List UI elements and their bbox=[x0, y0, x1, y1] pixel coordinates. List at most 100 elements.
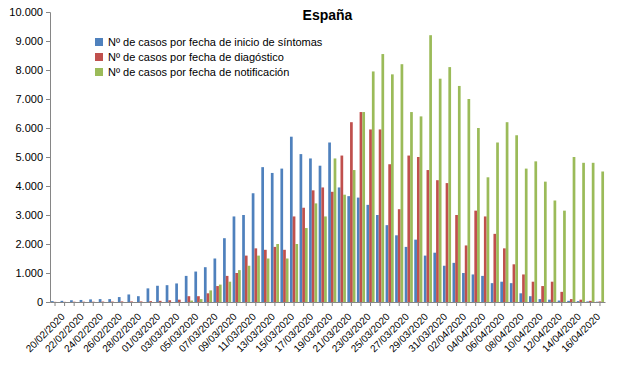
bar bbox=[127, 294, 130, 302]
bar bbox=[465, 245, 468, 302]
y-axis: 01.0002.0003.0004.0005.0006.0007.0008.00… bbox=[9, 6, 50, 308]
bar bbox=[194, 272, 197, 302]
tick-mark bbox=[46, 12, 50, 13]
tick-mark bbox=[46, 128, 50, 129]
bar bbox=[293, 216, 296, 302]
legend-swatch bbox=[95, 53, 103, 61]
tick-mark bbox=[217, 302, 218, 306]
bar bbox=[166, 285, 169, 302]
tick bbox=[274, 302, 275, 306]
bar bbox=[219, 285, 222, 302]
bar bbox=[376, 215, 379, 302]
bar bbox=[350, 122, 353, 302]
bar bbox=[238, 270, 241, 302]
tick-label: 6.000 bbox=[15, 122, 43, 134]
tick bbox=[255, 302, 256, 306]
tick-mark bbox=[284, 302, 285, 306]
legend-swatch bbox=[95, 38, 103, 46]
bar bbox=[63, 301, 66, 302]
tick bbox=[236, 302, 237, 306]
bar bbox=[257, 256, 260, 302]
bar bbox=[366, 205, 369, 302]
bar bbox=[592, 163, 595, 302]
tick bbox=[83, 302, 84, 306]
tick-mark bbox=[466, 302, 467, 306]
tick-mark bbox=[418, 302, 419, 306]
tick-label: 9.000 bbox=[15, 35, 43, 47]
tick-mark bbox=[150, 302, 151, 306]
bar bbox=[458, 86, 461, 302]
bar bbox=[529, 296, 532, 302]
tick-mark bbox=[46, 157, 50, 158]
tick bbox=[408, 302, 409, 306]
tick-mark bbox=[523, 302, 524, 306]
bar bbox=[427, 170, 430, 302]
bar bbox=[439, 79, 442, 302]
title: España bbox=[303, 7, 353, 23]
tick-mark bbox=[504, 302, 505, 306]
bar bbox=[309, 158, 312, 302]
tick bbox=[523, 302, 524, 306]
bar bbox=[548, 300, 551, 302]
tick-mark bbox=[313, 302, 314, 306]
tick bbox=[447, 302, 448, 306]
bar bbox=[420, 116, 423, 302]
bar bbox=[302, 208, 305, 302]
tick-mark bbox=[437, 302, 438, 306]
bar bbox=[577, 301, 580, 302]
bar bbox=[204, 267, 207, 302]
bar bbox=[539, 299, 542, 302]
tick: 9.000 bbox=[15, 35, 50, 47]
bar bbox=[89, 299, 92, 302]
bar bbox=[372, 71, 375, 302]
bar bbox=[369, 129, 372, 302]
bar bbox=[436, 180, 439, 302]
tick-label: 8.000 bbox=[15, 64, 43, 76]
bar bbox=[362, 112, 365, 302]
bar bbox=[286, 259, 289, 303]
axis-line bbox=[46, 13, 51, 303]
bar bbox=[334, 158, 337, 302]
bar bbox=[233, 216, 236, 302]
bar bbox=[506, 122, 509, 302]
tick-mark bbox=[179, 302, 180, 306]
tick-mark bbox=[380, 302, 381, 306]
bar bbox=[315, 203, 318, 302]
tick-mark bbox=[399, 302, 400, 306]
bar bbox=[448, 67, 451, 302]
bar bbox=[586, 301, 589, 302]
bar bbox=[149, 301, 152, 302]
bar bbox=[276, 244, 279, 302]
bar bbox=[280, 169, 283, 302]
bar bbox=[467, 99, 470, 302]
bar bbox=[283, 250, 286, 302]
bar bbox=[601, 172, 604, 303]
tick-mark bbox=[207, 302, 208, 306]
legend-label: Nº de casos por fecha de notificación bbox=[108, 66, 289, 78]
tick: 7.000 bbox=[15, 93, 50, 105]
tick bbox=[313, 302, 314, 306]
bar bbox=[261, 167, 264, 302]
bar bbox=[570, 299, 573, 302]
bar bbox=[551, 282, 554, 302]
tick: 10.000 bbox=[9, 6, 50, 18]
bar bbox=[328, 143, 331, 303]
tick-mark bbox=[542, 302, 543, 306]
tick-mark bbox=[456, 302, 457, 306]
bar bbox=[515, 135, 518, 302]
bar bbox=[61, 301, 64, 302]
tick bbox=[160, 302, 161, 306]
tick-mark bbox=[46, 215, 50, 216]
tick-mark bbox=[561, 302, 562, 306]
tick-mark bbox=[513, 302, 514, 306]
tick-mark bbox=[169, 302, 170, 306]
axis-line bbox=[51, 302, 606, 303]
bar bbox=[92, 301, 95, 302]
tick-label: 16/04/2020 bbox=[559, 311, 602, 354]
tick-mark bbox=[552, 302, 553, 306]
bar bbox=[487, 177, 490, 302]
tick-mark bbox=[370, 302, 371, 306]
bar bbox=[228, 282, 231, 302]
bars bbox=[51, 35, 604, 302]
bar bbox=[70, 300, 73, 302]
